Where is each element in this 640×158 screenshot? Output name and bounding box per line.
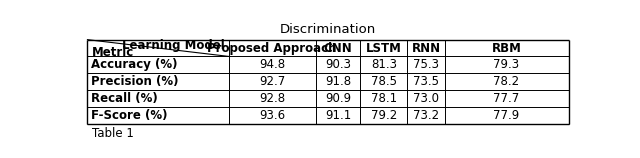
Text: 73.5: 73.5 <box>413 75 439 88</box>
Text: 73.2: 73.2 <box>413 109 439 122</box>
Text: LSTM: LSTM <box>366 42 402 55</box>
Text: 94.8: 94.8 <box>259 58 285 71</box>
Text: 91.8: 91.8 <box>325 75 351 88</box>
Text: Proposed Approach: Proposed Approach <box>207 42 337 55</box>
Text: 78.5: 78.5 <box>371 75 397 88</box>
Text: 77.9: 77.9 <box>493 109 520 122</box>
Text: Learning Model: Learning Model <box>122 39 225 52</box>
Text: RBM: RBM <box>492 42 522 55</box>
Text: Precision (%): Precision (%) <box>91 75 179 88</box>
Text: 81.3: 81.3 <box>371 58 397 71</box>
Text: RNN: RNN <box>412 42 440 55</box>
Text: 91.1: 91.1 <box>324 109 351 122</box>
Text: 78.1: 78.1 <box>371 92 397 105</box>
Text: CNN: CNN <box>324 42 352 55</box>
Text: Discrimination: Discrimination <box>280 23 376 36</box>
Text: 93.6: 93.6 <box>259 109 285 122</box>
Text: 92.7: 92.7 <box>259 75 285 88</box>
Text: Metric: Metric <box>92 46 134 59</box>
Text: 75.3: 75.3 <box>413 58 439 71</box>
Text: Accuracy (%): Accuracy (%) <box>91 58 177 71</box>
Text: 73.0: 73.0 <box>413 92 439 105</box>
Text: 79.3: 79.3 <box>493 58 520 71</box>
Text: Table 1: Table 1 <box>92 127 134 140</box>
Text: 90.3: 90.3 <box>325 58 351 71</box>
Text: F-Score (%): F-Score (%) <box>91 109 168 122</box>
Text: 79.2: 79.2 <box>371 109 397 122</box>
Text: 78.2: 78.2 <box>493 75 520 88</box>
Text: Recall (%): Recall (%) <box>91 92 157 105</box>
Text: 77.7: 77.7 <box>493 92 520 105</box>
Text: 90.9: 90.9 <box>325 92 351 105</box>
Text: 92.8: 92.8 <box>259 92 285 105</box>
